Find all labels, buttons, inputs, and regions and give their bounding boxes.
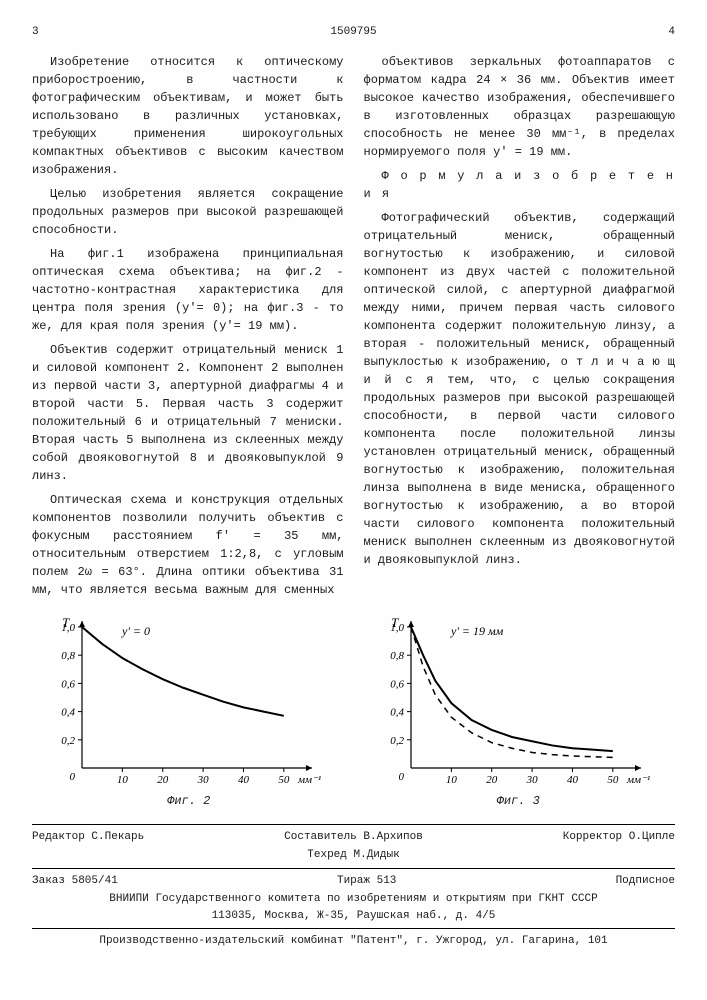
svg-text:30: 30 <box>526 774 539 786</box>
svg-text:T: T <box>62 615 70 630</box>
chart-svg: 0,20,40,60,81,01020304050Tмм⁻¹y' = 00 <box>44 615 334 790</box>
svg-text:мм⁻¹: мм⁻¹ <box>297 774 321 786</box>
svg-text:50: 50 <box>278 774 290 786</box>
corrector: Корректор О.Ципле <box>563 829 675 846</box>
svg-text:y' = 19 мм: y' = 19 мм <box>450 624 504 638</box>
para: На фиг.1 изображена принципиальная оптич… <box>32 245 344 335</box>
page-right: 4 <box>668 24 675 41</box>
chart-svg: 0,20,40,60,81,01020304050Tмм⁻¹y' = 19 мм… <box>373 615 663 790</box>
svg-text:0,2: 0,2 <box>391 734 405 746</box>
svg-text:50: 50 <box>608 774 620 786</box>
svg-text:0,8: 0,8 <box>61 650 75 662</box>
svg-text:y' = 0: y' = 0 <box>121 624 150 638</box>
svg-text:40: 40 <box>567 774 579 786</box>
chart-fig2: 0,20,40,60,81,01020304050Tмм⁻¹y' = 00 Фи… <box>44 615 334 810</box>
addr: 113035, Москва, Ж-35, Раушская наб., д. … <box>32 908 675 925</box>
prod: Производственно-издательский комбинат "П… <box>32 933 675 950</box>
para: Объектив содержит отрицательный мениск 1… <box>32 341 344 485</box>
svg-text:0: 0 <box>69 771 75 783</box>
para: Фотографический объектив, содержащий отр… <box>364 209 676 569</box>
svg-text:40: 40 <box>238 774 250 786</box>
page-left: 3 <box>32 24 39 41</box>
svg-text:20: 20 <box>157 774 169 786</box>
patent-number: 1509795 <box>330 24 376 41</box>
tirazh: Тираж 513 <box>337 873 396 890</box>
svg-text:0,4: 0,4 <box>391 706 405 718</box>
chart-fig3: 0,20,40,60,81,01020304050Tмм⁻¹y' = 19 мм… <box>373 615 663 810</box>
svg-text:мм⁻¹: мм⁻¹ <box>626 774 650 786</box>
charts-row: 0,20,40,60,81,01020304050Tмм⁻¹y' = 00 Фи… <box>32 615 675 810</box>
chart-caption: Фиг. 3 <box>373 792 663 810</box>
footer: Редактор С.Пекарь Составитель В.Архипов … <box>32 824 675 950</box>
left-column: Изобретение относится к оптическому приб… <box>32 53 344 605</box>
para: Целью изобретения является сокращение пр… <box>32 185 344 239</box>
org: ВНИИПИ Государственного комитета по изоб… <box>32 891 675 908</box>
formula-heading: Ф о р м у л а и з о б р е т е н и я <box>364 167 676 203</box>
podpisnoe: Подписное <box>616 873 675 890</box>
right-column: объективов зеркальных фотоаппаратов с фо… <box>364 53 676 605</box>
svg-text:0: 0 <box>399 771 405 783</box>
text-columns: Изобретение относится к оптическому приб… <box>32 53 675 605</box>
svg-text:30: 30 <box>196 774 209 786</box>
svg-text:0,6: 0,6 <box>391 678 405 690</box>
svg-text:T: T <box>391 615 399 630</box>
svg-text:0,6: 0,6 <box>61 678 75 690</box>
para: Изобретение относится к оптическому приб… <box>32 53 344 179</box>
svg-text:10: 10 <box>117 774 129 786</box>
svg-text:0,8: 0,8 <box>391 650 405 662</box>
para: Оптическая схема и конструкция отдельных… <box>32 491 344 599</box>
techred: Техред М.Дидык <box>307 847 399 864</box>
para: объективов зеркальных фотоаппаратов с фо… <box>364 53 676 161</box>
svg-text:0,2: 0,2 <box>61 734 75 746</box>
chart-caption: Фиг. 2 <box>44 792 334 810</box>
page-heading: 3 1509795 4 <box>32 24 675 41</box>
svg-text:10: 10 <box>446 774 458 786</box>
order: Заказ 5805/41 <box>32 873 118 890</box>
svg-text:0,4: 0,4 <box>61 706 75 718</box>
compiler: Составитель В.Архипов <box>284 829 423 846</box>
svg-text:20: 20 <box>486 774 498 786</box>
editor: Редактор С.Пекарь <box>32 829 144 846</box>
